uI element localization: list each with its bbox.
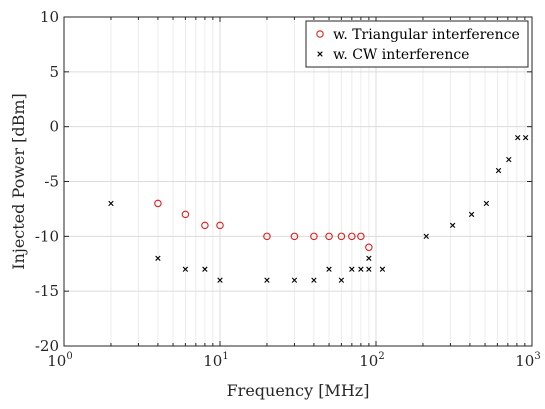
circle-point <box>357 232 365 241</box>
y-tick-label: 0 <box>49 118 59 136</box>
cross-point <box>483 200 490 207</box>
cross-point <box>155 255 161 261</box>
cross-point <box>108 200 114 207</box>
circle-point <box>290 232 299 241</box>
y-tick-label: -10 <box>35 227 59 245</box>
cross-point <box>311 277 317 283</box>
cross-point <box>338 277 345 283</box>
cross-point <box>264 277 270 283</box>
legend-cross-marker <box>317 51 323 57</box>
cross-point <box>349 266 355 272</box>
axis-ticks: 100 101 102 103 10 5 0 -5 -10 -15 -20 <box>35 8 541 370</box>
cross-point <box>495 167 502 174</box>
cross-point <box>423 233 429 240</box>
x-tick-label: 101 <box>203 351 228 370</box>
x-tick-label: 100 <box>47 351 72 370</box>
cross-point <box>366 255 372 261</box>
y-tick-label: -20 <box>35 337 59 355</box>
y-tick-label: 10 <box>40 8 59 26</box>
circle-point <box>348 232 356 241</box>
x-tick-label: 103 <box>515 351 540 370</box>
legend: w. Triangular interference w. CW interfer… <box>305 20 529 68</box>
cross-point <box>515 134 521 141</box>
cross-point <box>522 134 529 141</box>
data-marks <box>108 134 529 283</box>
circle-point <box>201 221 209 230</box>
cross-point <box>291 277 298 283</box>
cross-point <box>326 266 332 272</box>
cross-point <box>217 277 223 283</box>
circle-point <box>337 232 346 241</box>
y-tick-label: -5 <box>44 173 59 191</box>
cross-point <box>449 222 456 229</box>
y-tick-label: -15 <box>35 282 59 300</box>
cross-point <box>358 266 364 272</box>
x-axis-title: Frequency [MHz] <box>227 381 370 400</box>
legend-box <box>305 20 529 68</box>
cross-point <box>182 266 189 272</box>
circle-point <box>181 210 190 219</box>
y-axis-title: Injected Power [dBm] <box>9 93 28 270</box>
circle-point <box>263 232 271 241</box>
series-1 <box>154 199 373 252</box>
y-tick-label: 5 <box>49 63 59 81</box>
cross-point <box>468 211 475 218</box>
legend-label: w. Triangular interference <box>333 27 520 43</box>
circle-point <box>365 243 373 252</box>
cross-point <box>506 156 512 163</box>
grid <box>63 16 532 347</box>
circle-point <box>154 199 162 208</box>
legend-circle-marker <box>316 30 324 38</box>
circle-point <box>216 221 224 230</box>
legend-label: w. CW interference <box>333 47 469 63</box>
cross-point <box>379 266 386 272</box>
series-2 <box>108 134 529 283</box>
cross-point <box>202 266 208 272</box>
cross-point <box>366 266 372 272</box>
circle-point <box>325 232 333 241</box>
x-tick-label: 102 <box>359 351 384 370</box>
circle-point <box>310 232 318 241</box>
